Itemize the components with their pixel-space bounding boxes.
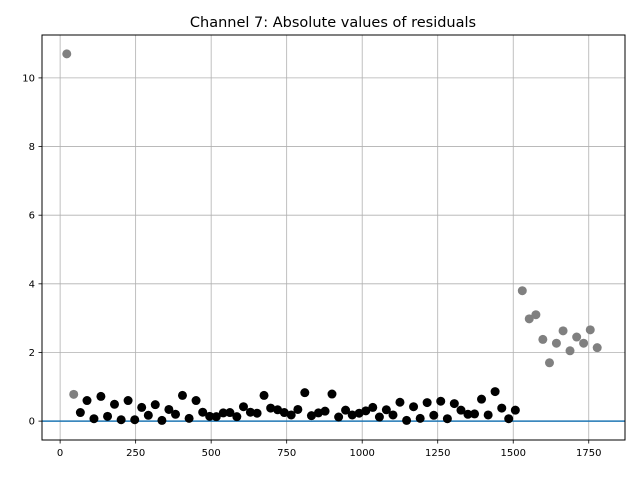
data-point [409,402,419,412]
x-tick-label: 750 [277,448,296,459]
data-point [150,400,160,410]
x-tick-label: 1250 [425,448,450,459]
data-point [130,415,140,425]
data-point [470,409,480,419]
data-point [551,338,561,348]
data-point [592,343,602,353]
data-point [266,403,276,413]
data-point [402,415,412,425]
x-tick-label: 0 [57,448,63,459]
data-point [89,414,99,424]
data-point [238,402,248,412]
data-point [572,332,582,342]
data-point [531,310,541,320]
data-point [463,409,473,419]
x-tick-label: 1500 [501,448,526,459]
data-point [517,286,527,296]
y-tick-label: 0 [29,417,35,428]
data-point [538,334,548,344]
data-point [279,408,289,418]
data-point [374,412,384,422]
plot-frame [41,34,626,441]
data-point [415,413,425,423]
data-point [449,399,459,409]
data-point [252,408,262,418]
data-point [177,390,187,400]
y-tick-label: 2 [29,348,35,359]
data-point [225,408,235,418]
data-point [490,387,500,397]
data-point [109,399,119,409]
y-tick-label: 10 [22,73,35,84]
data-point [477,394,487,404]
data-point [381,405,391,415]
data-point [483,410,493,420]
grid [42,35,625,440]
data-point [69,389,79,399]
y-tick-label: 6 [29,211,35,222]
data-point [300,388,310,398]
data-point [137,402,147,412]
data-point [205,411,215,421]
x-tick-label: 250 [126,448,145,459]
y-tick-label: 8 [29,142,35,153]
data-point [341,405,351,415]
data-point [395,397,405,407]
data-point [388,410,398,420]
data-point [334,412,344,422]
data-points [62,49,602,425]
data-point [504,414,514,424]
data-point [429,410,439,420]
data-point [164,404,174,414]
data-point [436,396,446,406]
data-point [293,404,303,414]
data-point [579,338,589,348]
data-point [62,49,72,59]
data-point [232,412,242,422]
data-point [585,325,595,335]
data-point [75,408,85,418]
data-point [96,391,106,401]
data-point [422,398,432,408]
data-point [368,402,378,412]
data-point [286,410,296,420]
data-point [143,410,153,420]
data-point [103,411,113,421]
axis-ticks: 0 250 500 750 1000 1250 1500 1750 0 2 4 6 8 10 [22,73,601,459]
data-point [361,406,371,416]
data-point [565,346,575,356]
data-point [259,390,269,400]
data-point [123,396,133,406]
data-point [245,407,255,417]
data-point [211,412,221,422]
chart-title: Channel 7: Absolute values of residuals [190,15,476,31]
x-tick-label: 1000 [349,448,374,459]
data-point [320,406,330,416]
x-tick-label: 500 [202,448,221,459]
data-point [184,413,194,423]
data-point [306,411,316,421]
data-point [82,396,92,406]
data-point [218,408,228,418]
data-point [456,405,466,415]
data-point [347,410,357,420]
data-point [558,326,568,336]
data-point [171,409,181,419]
data-point [157,415,167,425]
y-tick-label: 4 [29,279,35,290]
data-point [544,358,554,368]
data-point [524,314,534,324]
data-point [116,415,126,425]
x-tick-label: 1750 [576,448,601,459]
data-point [198,407,208,417]
data-point [191,396,201,406]
data-point [327,389,337,399]
data-point [510,405,520,415]
data-point [442,414,452,424]
data-point [497,403,507,413]
